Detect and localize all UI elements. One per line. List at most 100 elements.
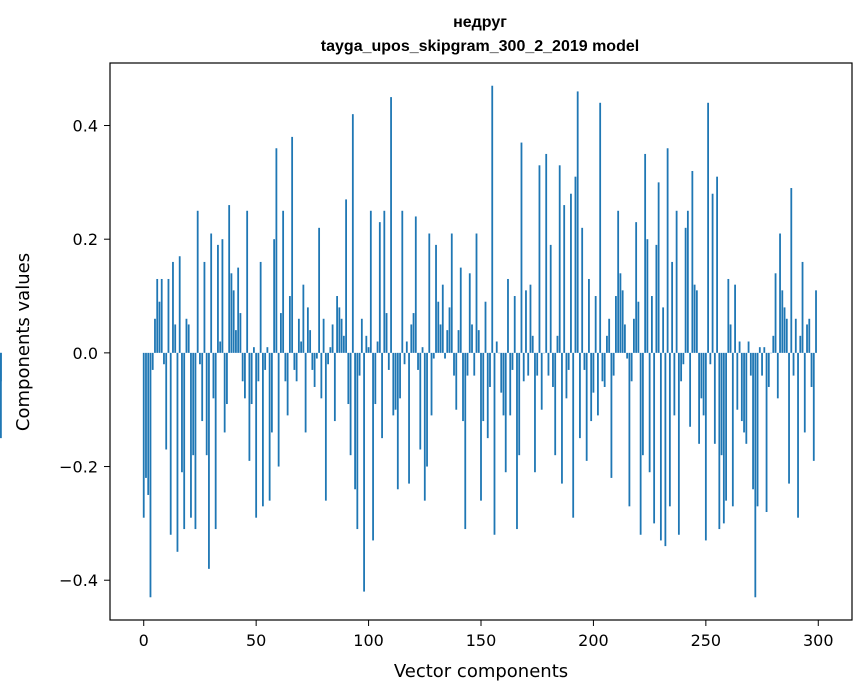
bar-139 — [455, 352, 458, 410]
bar-50 — [255, 352, 258, 518]
bar-130 — [435, 244, 437, 353]
bar-282 — [776, 352, 779, 399]
bar-268 — [745, 352, 748, 444]
bar-115 — [401, 210, 404, 353]
bar-87 — [338, 307, 341, 353]
bar-64 — [286, 352, 289, 416]
bar-150 — [480, 352, 482, 501]
bar-237 — [675, 210, 678, 353]
bar-55 — [266, 347, 269, 353]
bar-118 — [408, 352, 410, 484]
bar-230 — [659, 352, 662, 541]
bar-19 — [185, 318, 188, 353]
bar-148 — [475, 233, 478, 353]
bar-262 — [731, 352, 734, 507]
bar-121 — [414, 216, 417, 353]
bar-224 — [646, 239, 649, 353]
bar-69 — [297, 318, 300, 353]
bar-26 — [201, 352, 204, 422]
bar-37 — [226, 352, 228, 405]
bar-287 — [788, 352, 790, 484]
bar-63 — [284, 352, 287, 382]
bar-106 — [381, 352, 383, 439]
bar-201 — [594, 296, 597, 353]
bar-122 — [417, 352, 419, 370]
bar-269 — [747, 341, 750, 353]
bar-71 — [302, 284, 305, 353]
x-axis-ticks: 0 50 100 150 200 250 300 — [139, 620, 834, 650]
bar-225 — [648, 352, 651, 473]
bar-298 — [812, 352, 815, 461]
bar-184 — [556, 335, 559, 353]
bar-271 — [752, 352, 754, 490]
bar-89 — [342, 335, 345, 353]
bar-177 — [540, 352, 543, 410]
bar-22 — [192, 352, 195, 456]
bar-61 — [279, 313, 282, 353]
bar-283 — [779, 233, 781, 353]
bar-209 — [612, 352, 615, 376]
bar-134 — [444, 352, 446, 359]
bar-246 — [695, 290, 698, 353]
bar-149 — [477, 330, 480, 353]
bar-192 — [574, 176, 577, 353]
bar-135 — [446, 330, 449, 353]
bar-197 — [585, 352, 588, 461]
bar-65 — [288, 296, 291, 353]
bar-82 — [327, 352, 329, 365]
bar-276 — [763, 347, 766, 353]
bar-179 — [545, 153, 548, 353]
bar-109 — [387, 352, 390, 370]
bar-105 — [378, 222, 381, 353]
bar-102 — [372, 352, 374, 541]
bar-166 — [516, 352, 518, 530]
bar-233 — [666, 148, 669, 353]
bar-205 — [603, 352, 606, 387]
bar-79 — [320, 352, 323, 399]
bar-133 — [441, 284, 444, 353]
bar-216 — [628, 352, 631, 507]
bar-167 — [518, 352, 521, 456]
bar-144 — [466, 352, 469, 376]
bar-254 — [713, 352, 716, 444]
bar-58 — [273, 239, 276, 353]
bar-138 — [453, 352, 455, 376]
bar-172 — [529, 284, 532, 353]
bar-91 — [347, 352, 350, 405]
bar-153 — [486, 352, 489, 439]
x-axis-label: Vector components — [394, 661, 568, 682]
bar-244 — [691, 170, 694, 353]
bar-146 — [471, 324, 473, 353]
bar-88 — [340, 318, 343, 353]
bar-1 — [145, 352, 147, 478]
bar-245 — [693, 284, 696, 353]
bar-286 — [785, 318, 788, 353]
bar-292 — [799, 335, 802, 353]
bar-56 — [268, 352, 271, 501]
bar-127 — [428, 233, 431, 353]
bar-187 — [563, 205, 566, 353]
bar-181 — [549, 244, 552, 353]
bar-196 — [583, 352, 586, 370]
bar-96 — [358, 352, 361, 376]
bar-231 — [662, 307, 665, 353]
bar-34 — [219, 341, 222, 353]
bar-291 — [797, 352, 799, 518]
bar-223 — [644, 153, 647, 353]
bar-76 — [313, 352, 316, 387]
bar-84 — [331, 324, 334, 353]
bar-93 — [351, 114, 354, 353]
bar-143 — [464, 352, 467, 530]
bar-170 — [525, 290, 527, 353]
bar-284 — [781, 290, 784, 353]
bar-265 — [738, 341, 741, 353]
bar-13 — [172, 261, 174, 353]
bar-98 — [363, 352, 365, 592]
bar-46 — [246, 210, 249, 353]
bar-42 — [237, 267, 240, 353]
bar-252 — [709, 352, 712, 365]
bar-173 — [531, 335, 534, 353]
bar-253 — [711, 193, 714, 353]
bar-191 — [572, 352, 575, 518]
